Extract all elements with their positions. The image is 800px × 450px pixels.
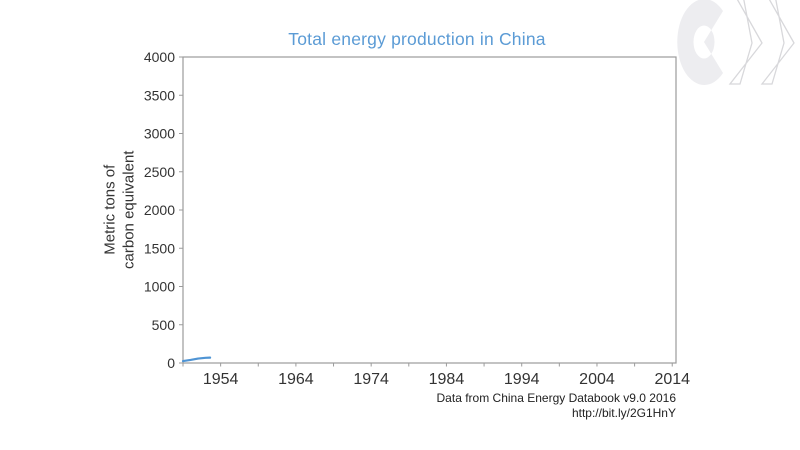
x-tick-label: 1954 [203,371,239,388]
data-attribution: Data from China Energy Databook v9.0 201… [437,391,676,421]
x-tick-label: 2004 [579,371,615,388]
y-tick-label: 1500 [144,240,175,256]
x-tick-label: 1994 [504,371,540,388]
y-tick-label: 500 [152,317,176,333]
y-tick-label: 4000 [144,49,175,65]
y-tick-label: 2000 [144,202,175,218]
logo-c-mark [677,0,723,85]
y-tick-label: 3500 [144,87,175,103]
y-tick-label: 2500 [144,164,175,180]
y-tick-label: 1000 [144,279,175,295]
logo-chevron-2 [760,0,795,85]
y-tick-label: 0 [167,355,175,371]
logo-chevron-1 [728,0,763,85]
series-line-0 [181,356,212,363]
x-tick-label: 1964 [278,371,314,388]
y-tick-label: 3000 [144,126,175,142]
chart-title: Total energy production in China [288,29,546,49]
plot-border [182,56,677,364]
attribution-source: Data from China Energy Databook v9.0 201… [436,391,676,405]
x-tick-label: 1974 [353,371,389,388]
chevron-logo [677,0,795,85]
attribution-url: http://bit.ly/2G1HnY [571,406,676,420]
x-tick-label: 2014 [654,371,690,388]
x-tick-label: 1984 [429,371,465,388]
